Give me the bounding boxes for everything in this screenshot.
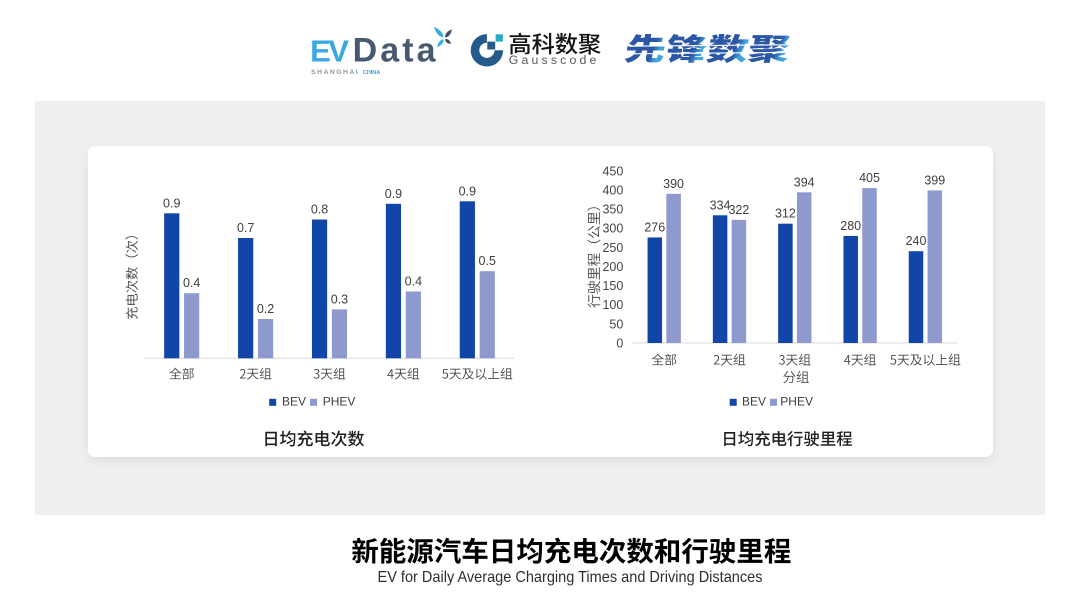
svg-text:334: 334 — [710, 198, 731, 212]
svg-text:0.9: 0.9 — [459, 184, 476, 198]
svg-text:BEV: BEV — [742, 395, 766, 409]
svg-text:PHEV: PHEV — [780, 395, 813, 409]
svg-text:200: 200 — [602, 260, 623, 274]
svg-text:Gausscode: Gausscode — [509, 53, 597, 67]
svg-text:EV for Daily Average Charging: EV for Daily Average Charging Times and … — [378, 569, 763, 586]
svg-text:276: 276 — [644, 220, 665, 234]
svg-text:322: 322 — [728, 203, 749, 217]
svg-text:250: 250 — [602, 241, 623, 255]
svg-text:BEV: BEV — [282, 395, 306, 409]
svg-text:390: 390 — [663, 177, 684, 191]
svg-text:Data: Data — [353, 31, 437, 69]
svg-text:300: 300 — [602, 222, 623, 236]
svg-text:450: 450 — [602, 164, 623, 178]
svg-text:0.7: 0.7 — [237, 221, 254, 235]
svg-text:405: 405 — [859, 171, 880, 185]
svg-text:400: 400 — [602, 183, 623, 197]
svg-text:150: 150 — [602, 279, 623, 293]
svg-text:0.9: 0.9 — [163, 196, 180, 210]
svg-text:SHANGHAI: SHANGHAI — [311, 69, 358, 76]
svg-text:0.3: 0.3 — [331, 292, 348, 306]
svg-text:312: 312 — [775, 207, 796, 221]
svg-text:50: 50 — [609, 317, 623, 331]
svg-text:CHINA: CHINA — [363, 70, 382, 76]
svg-text:0.4: 0.4 — [183, 276, 200, 290]
svg-text:0: 0 — [616, 336, 623, 350]
svg-text:394: 394 — [794, 175, 815, 189]
svg-text:EV: EV — [310, 33, 349, 68]
svg-text:280: 280 — [840, 219, 861, 233]
svg-text:350: 350 — [602, 203, 623, 217]
svg-text:399: 399 — [924, 173, 945, 187]
svg-text:0.4: 0.4 — [405, 275, 422, 289]
svg-text:PHEV: PHEV — [323, 395, 356, 409]
svg-text:240: 240 — [906, 234, 927, 248]
svg-text:0.9: 0.9 — [385, 187, 402, 201]
svg-text:0.2: 0.2 — [257, 302, 274, 316]
svg-text:0.5: 0.5 — [479, 254, 496, 268]
svg-text:100: 100 — [602, 298, 623, 312]
svg-text:0.8: 0.8 — [311, 203, 328, 217]
